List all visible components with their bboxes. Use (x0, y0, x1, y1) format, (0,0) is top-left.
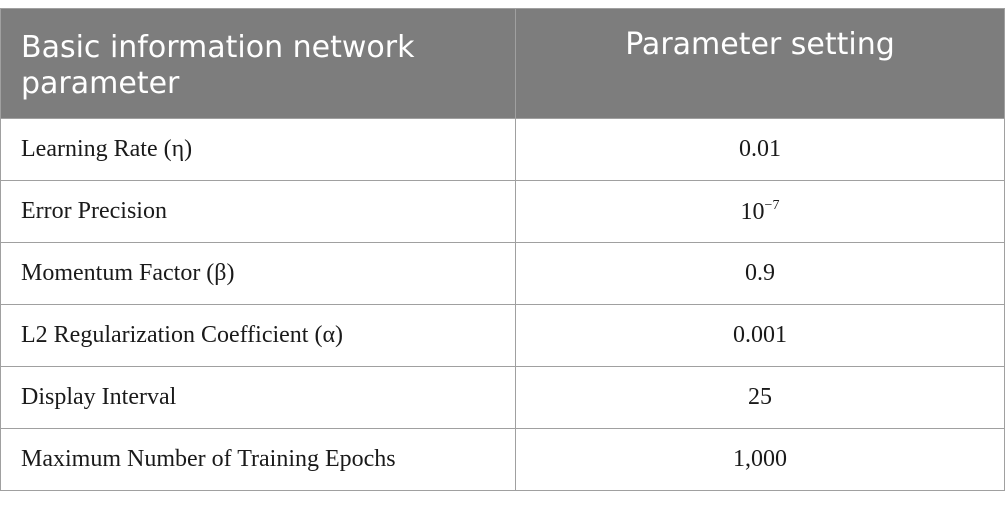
header-cell: Basic information network parameter (0, 8, 516, 119)
cell-superscript: −7 (764, 197, 780, 213)
cell-base: 10 (740, 198, 765, 225)
table-cell: 0.9 (515, 242, 1005, 305)
parameter-table: Basic information network parameter Para… (0, 8, 1005, 491)
table-cell: Error Precision (0, 180, 516, 243)
table-cell: 1,000 (515, 428, 1005, 491)
table-row: Error Precision 10−7 (0, 180, 1005, 243)
table-cell: Learning Rate (η) (0, 118, 516, 181)
header-cell: Parameter setting (515, 8, 1005, 119)
table-row: Momentum Factor (β) 0.9 (0, 242, 1005, 305)
table-cell: 10−7 (515, 180, 1005, 243)
header-row: Basic information network parameter Para… (0, 8, 1005, 119)
table-cell: 0.001 (515, 304, 1005, 367)
table-row: Maximum Number of Training Epochs 1,000 (0, 428, 1005, 491)
table-row: L2 Regularization Coefficient (α) 0.001 (0, 304, 1005, 367)
table-cell: L2 Regularization Coefficient (α) (0, 304, 516, 367)
table-cell: 0.01 (515, 118, 1005, 181)
table-cell: 25 (515, 366, 1005, 429)
table-cell: Maximum Number of Training Epochs (0, 428, 516, 491)
table-cell: Momentum Factor (β) (0, 242, 516, 305)
table-row: Display Interval 25 (0, 366, 1005, 429)
table-body: Learning Rate (η) 0.01 Error Precision 10−7… (0, 118, 1005, 491)
table-cell: Display Interval (0, 366, 516, 429)
table-row: Learning Rate (η) 0.01 (0, 118, 1005, 181)
